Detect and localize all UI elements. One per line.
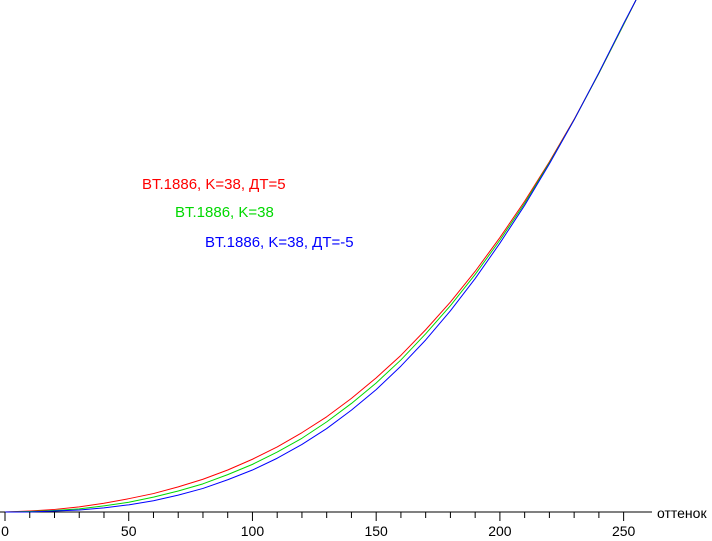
series-line-1	[4, 0, 637, 513]
legend-item-dt-minus5: BT.1886, K=38, ДТ=-5	[205, 234, 354, 251]
legend-item-base: BT.1886, K=38	[175, 204, 274, 221]
x-tick-label: 150	[364, 523, 388, 539]
x-tick-label: 0	[1, 523, 9, 539]
x-axis-label: оттенок	[657, 505, 707, 521]
x-tick-label: 250	[612, 523, 636, 539]
x-tick-label: 200	[488, 523, 512, 539]
x-axis-ticks: 0 50 100 150 200 250	[1, 512, 636, 539]
x-tick-label: 100	[241, 523, 265, 539]
x-tick-label: 50	[121, 523, 137, 539]
legend-item-dt-plus5: BT.1886, K=38, ДТ=5	[142, 176, 286, 193]
series-line-0	[4, 0, 637, 513]
series-lines	[4, 0, 637, 513]
series-line-2	[5, 0, 637, 513]
legend: BT.1886, K=38, ДТ=5 BT.1886, K=38 BT.188…	[142, 176, 354, 251]
